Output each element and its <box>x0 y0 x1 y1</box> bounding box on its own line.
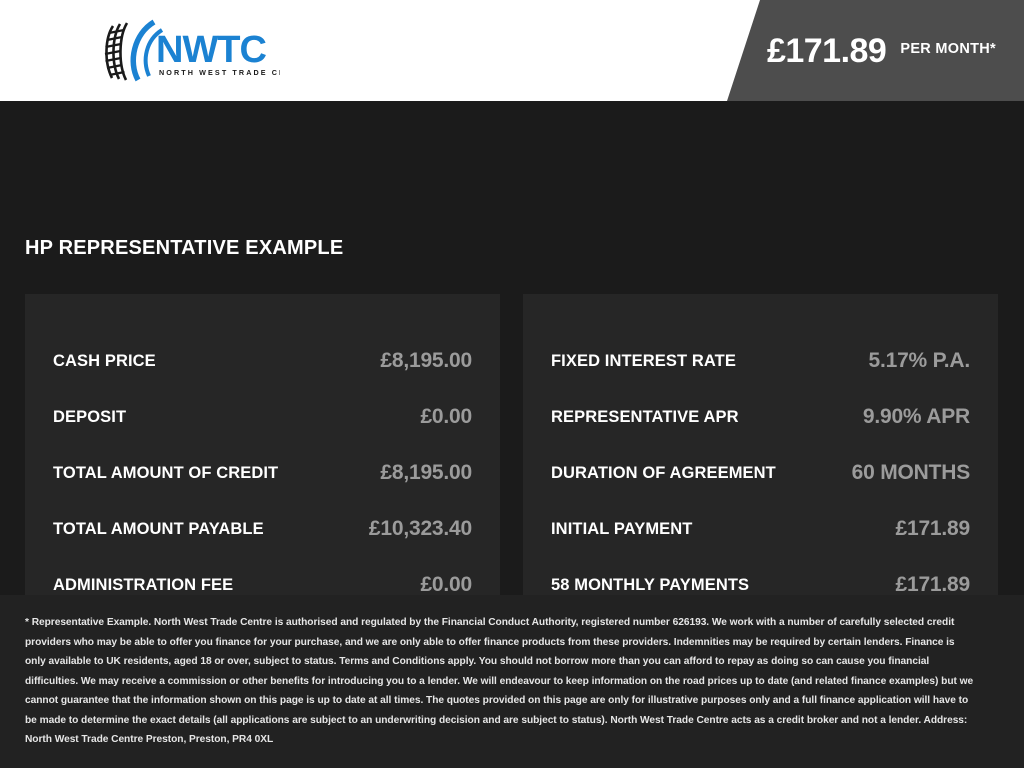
finance-row-label: FIXED INTEREST RATE <box>551 351 736 370</box>
tire-tread-bars <box>104 28 125 77</box>
finance-row-label: INITIAL PAYMENT <box>551 519 693 538</box>
logo-tagline: NORTH WEST TRADE CENTRE <box>159 68 280 77</box>
finance-row-label: CASH PRICE <box>53 351 156 370</box>
finance-row-value: £0.00 <box>420 573 472 596</box>
finance-row-label: DURATION OF AGREEMENT <box>551 463 776 482</box>
finance-row-value: £8,195.00 <box>380 349 472 372</box>
finance-row-value: 60 MONTHS <box>851 461 971 484</box>
finance-row: DURATION OF AGREEMENT 60 MONTHS <box>551 445 970 501</box>
finance-row-value: £10,323.40 <box>368 517 472 540</box>
finance-row: FIXED INTEREST RATE 5.17% P.A. <box>551 333 970 389</box>
page-footer: * Representative Example. North West Tra… <box>0 595 1024 768</box>
finance-row: TOTAL AMOUNT PAYABLE £10,323.40 <box>53 501 472 557</box>
finance-row-label: 58 MONTHLY PAYMENTS <box>551 575 750 594</box>
finance-row-label: TOTAL AMOUNT OF CREDIT <box>53 463 279 482</box>
price-period-label: PER MONTH* <box>900 41 996 58</box>
finance-row-value: £171.89 <box>895 573 970 596</box>
finance-row-value: £171.89 <box>895 517 970 540</box>
price-amount: £171.89 <box>766 31 887 70</box>
finance-row-value: 5.17% P.A. <box>868 349 970 372</box>
price-banner <box>727 0 1024 101</box>
page-header: NWTC NORTH WEST TRADE CENTRE £171.89 PER… <box>0 0 1024 101</box>
finance-row-value: 9.90% APR <box>862 405 970 428</box>
finance-row-label: REPRESENTATIVE APR <box>551 407 739 426</box>
finance-row: INITIAL PAYMENT £171.89 <box>551 501 970 557</box>
monthly-price: £171.89 PER MONTH* <box>767 0 996 101</box>
finance-row: CASH PRICE £8,195.00 <box>53 333 472 389</box>
main-content: HP REPRESENTATIVE EXAMPLE CASH PRICE £8,1… <box>0 101 1024 666</box>
finance-row: TOTAL AMOUNT OF CREDIT £8,195.00 <box>53 445 472 501</box>
swoosh-icon <box>130 19 164 82</box>
finance-row: 58 MONTHLY PAYMENTS £171.89 <box>551 557 970 613</box>
finance-row-label: DEPOSIT <box>53 407 127 426</box>
nwtc-logo[interactable]: NWTC NORTH WEST TRADE CENTRE <box>100 18 312 84</box>
finance-row-label: TOTAL AMOUNT PAYABLE <box>53 519 264 538</box>
logo-wordmark: NWTC <box>156 29 267 71</box>
finance-row: REPRESENTATIVE APR 9.90% APR <box>551 389 970 445</box>
finance-row: DEPOSIT £0.00 <box>53 389 472 445</box>
finance-row-value: £8,195.00 <box>380 461 472 484</box>
finance-row-label: ADMINISTRATION FEE <box>53 575 234 594</box>
disclaimer-text: * Representative Example. North West Tra… <box>25 617 974 745</box>
finance-row: ADMINISTRATION FEE £0.00 <box>53 557 472 613</box>
page-title: HP REPRESENTATIVE EXAMPLE <box>25 237 344 259</box>
finance-row-value: £0.00 <box>420 405 472 428</box>
